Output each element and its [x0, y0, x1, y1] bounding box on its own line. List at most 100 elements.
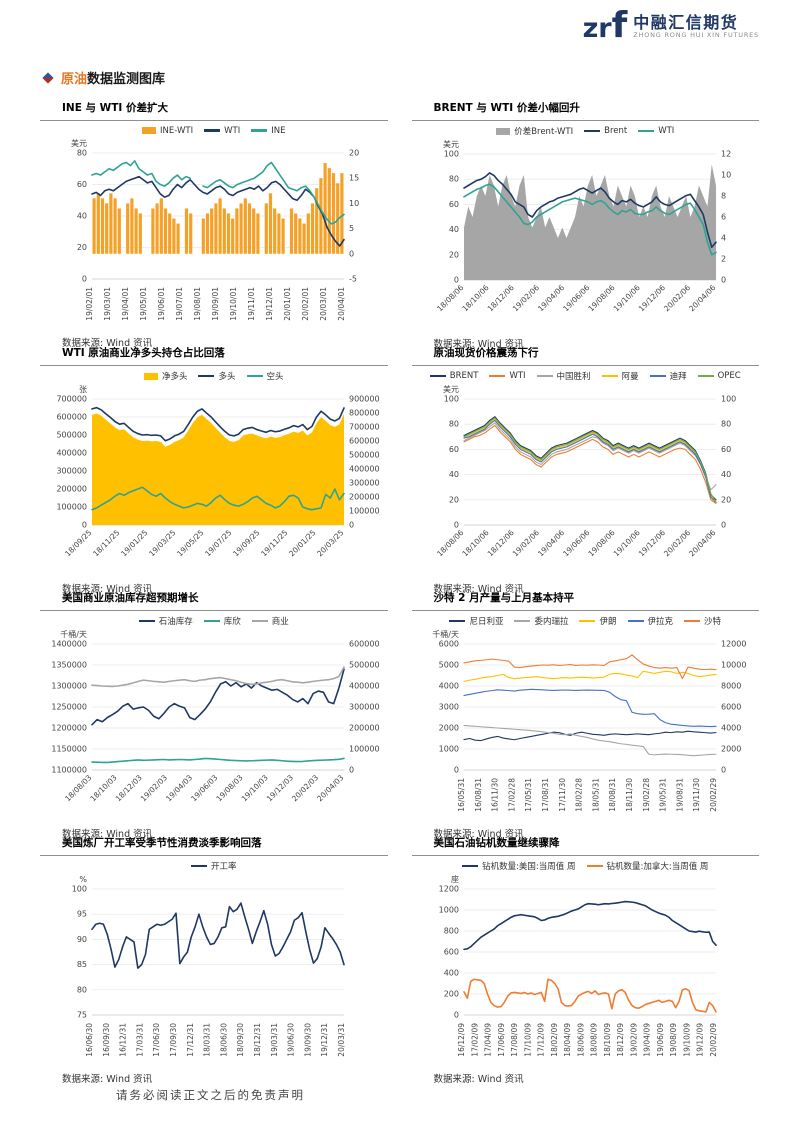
svg-text:16/09/30: 16/09/30 [102, 1023, 111, 1057]
svg-text:0: 0 [82, 521, 87, 530]
svg-text:18/02/28: 18/02/28 [574, 778, 583, 812]
svg-text:60: 60 [448, 200, 458, 209]
svg-text:60: 60 [448, 445, 458, 454]
svg-text:2000: 2000 [721, 745, 741, 754]
svg-text:100: 100 [443, 395, 458, 404]
svg-text:4000: 4000 [438, 682, 458, 691]
svg-text:20/04/01: 20/04/01 [337, 287, 346, 321]
series-WTI [91, 175, 345, 247]
svg-text:800: 800 [443, 927, 458, 936]
svg-text:200000: 200000 [349, 493, 380, 502]
svg-text:300000: 300000 [56, 467, 87, 476]
svg-text:300000: 300000 [349, 703, 380, 712]
chart-legend: 石油库存 库欣 商业 [40, 615, 388, 627]
svg-text:17/03/31: 17/03/31 [135, 1023, 144, 1057]
svg-text:18/05/31: 18/05/31 [591, 778, 600, 812]
series-净多头 [92, 413, 344, 525]
svg-text:美元: 美元 [443, 139, 459, 149]
svg-text:8000: 8000 [721, 682, 741, 691]
svg-text:1150000: 1150000 [51, 745, 87, 754]
svg-text:18/12/09: 18/12/09 [616, 1023, 625, 1057]
svg-text:0: 0 [349, 249, 354, 258]
svg-text:700000: 700000 [349, 423, 380, 432]
svg-text:16/11/30: 16/11/30 [490, 778, 499, 812]
legend-label: 钻机数量:美国:当周值 周 [482, 862, 576, 872]
legend-label: 伊拉克 [647, 617, 674, 627]
svg-text:80: 80 [448, 175, 458, 184]
svg-text:20: 20 [77, 243, 87, 252]
legend-swatch [649, 374, 666, 378]
svg-text:19/04/09: 19/04/09 [642, 1023, 651, 1057]
legend-swatch [638, 129, 655, 133]
svg-text:100: 100 [443, 150, 458, 159]
svg-text:1400000: 1400000 [51, 640, 87, 649]
chart-plot: 0 20 40 60 80 -5 0 5 10 15 20 美元 19/02/01 19/03/01 19/… [40, 137, 388, 337]
svg-text:500000: 500000 [349, 451, 380, 460]
svg-text:700000: 700000 [56, 395, 87, 404]
chart-spot-prices: 原油现货价格震荡下行 BRENT WTI 中国胜利 阿曼 迪拜 OPEC 0 20 40 60 8… [411, 342, 760, 595]
chart-legend: INE-WTI WTI INE [40, 125, 388, 136]
chart-plot: 0 1000 2000 3000 4000 5000 6000 0 2000 4000 6000 80… [412, 628, 760, 828]
svg-text:19/08/01: 19/08/01 [193, 287, 202, 321]
legend-label: 沙特 [704, 617, 722, 627]
legend-swatch [198, 374, 215, 378]
svg-text:400000: 400000 [349, 465, 380, 474]
svg-text:20/01/01: 20/01/01 [283, 287, 292, 321]
chart-grid: INE 与 WTI 价差扩大 INE-WTI WTI INE 0 20 40 60 80 -5… [40, 97, 760, 1085]
legend-swatch [579, 619, 596, 623]
series-OPEC [462, 417, 717, 503]
legend-item: 阿曼 [601, 370, 639, 382]
svg-text:19/10/01: 19/10/01 [229, 287, 238, 321]
legend-label: 多头 [218, 372, 236, 382]
legend-swatch [584, 129, 601, 133]
legend-swatch [251, 619, 268, 623]
svg-text:20/04/03: 20/04/03 [315, 773, 345, 803]
svg-text:18/08/31: 18/08/31 [608, 778, 617, 812]
svg-text:%: % [79, 875, 87, 884]
svg-text:1200: 1200 [438, 885, 458, 894]
svg-text:美元: 美元 [443, 384, 459, 394]
svg-text:4000: 4000 [721, 724, 741, 733]
legend-swatch [684, 619, 701, 623]
svg-text:12: 12 [721, 150, 731, 159]
svg-text:100: 100 [721, 395, 736, 404]
svg-text:20/03/25: 20/03/25 [315, 528, 345, 558]
legend-swatch [462, 864, 479, 868]
svg-text:40: 40 [77, 212, 87, 221]
svg-text:19/07/25: 19/07/25 [203, 528, 233, 558]
svg-text:19/09/30: 19/09/30 [303, 1023, 312, 1057]
svg-text:19/02/28: 19/02/28 [641, 778, 650, 812]
legend-swatch [627, 619, 644, 623]
chart-legend: BRENT WTI 中国胜利 阿曼 迪拜 OPEC [412, 370, 760, 382]
svg-text:85: 85 [77, 960, 87, 969]
svg-text:4: 4 [721, 234, 726, 243]
data-source: 数据来源: Wind 资讯 [62, 829, 153, 840]
svg-text:0: 0 [453, 1011, 458, 1020]
chart-title: INE 与 WTI 价差扩大 [40, 97, 388, 121]
svg-text:19/11/01: 19/11/01 [247, 287, 256, 321]
legend-swatch [251, 129, 268, 132]
svg-text:19/09/25: 19/09/25 [231, 528, 261, 558]
svg-text:100000: 100000 [56, 503, 87, 512]
svg-text:19/05/25: 19/05/25 [175, 528, 205, 558]
legend-label: 阿曼 [621, 372, 639, 382]
svg-text:19/06/30: 19/06/30 [287, 1023, 296, 1057]
chart-brent-wti-spread: BRENT 与 WTI 价差小幅回升 价差Brent-WTI Brent WTI 0… [411, 97, 759, 350]
chart-plot: 0 20 40 60 80 100 0 20 40 60 80 100 美元 18/08/06 18/10/… [412, 383, 760, 583]
chart-legend: 钻机数量:美国:当周值 周 钻机数量:加拿大:当周值 周 [412, 860, 760, 872]
svg-text:90: 90 [77, 935, 87, 944]
svg-text:6000: 6000 [438, 640, 458, 649]
legend-label: 石油库存 [158, 617, 193, 627]
legend-item: 迪拜 [649, 370, 687, 382]
legend-label: 委内瑞拉 [534, 617, 569, 627]
legend-swatch [514, 619, 531, 623]
data-source: 数据来源: Wind 资讯 [433, 339, 524, 350]
chart-title: 美国炼厂开工率受季节性消费淡季影响回落 [40, 832, 388, 856]
chart-opec-production: 沙特 2 月产量与上月基本持平 尼日利亚 委内瑞拉 伊朗 伊拉克 沙特 0 1000 200… [411, 587, 760, 840]
svg-text:20/01/25: 20/01/25 [287, 528, 317, 558]
legend-label: 价差Brent-WTI [514, 127, 574, 137]
series-空头 [91, 486, 345, 511]
legend-item: 空头 [246, 370, 284, 382]
svg-text:500000: 500000 [349, 661, 380, 670]
chart-wti-net-long-positions: WTI 原油商业净多头持仓占比回落 净多头 多头 空头 0 100000 200000 3… [40, 342, 388, 595]
